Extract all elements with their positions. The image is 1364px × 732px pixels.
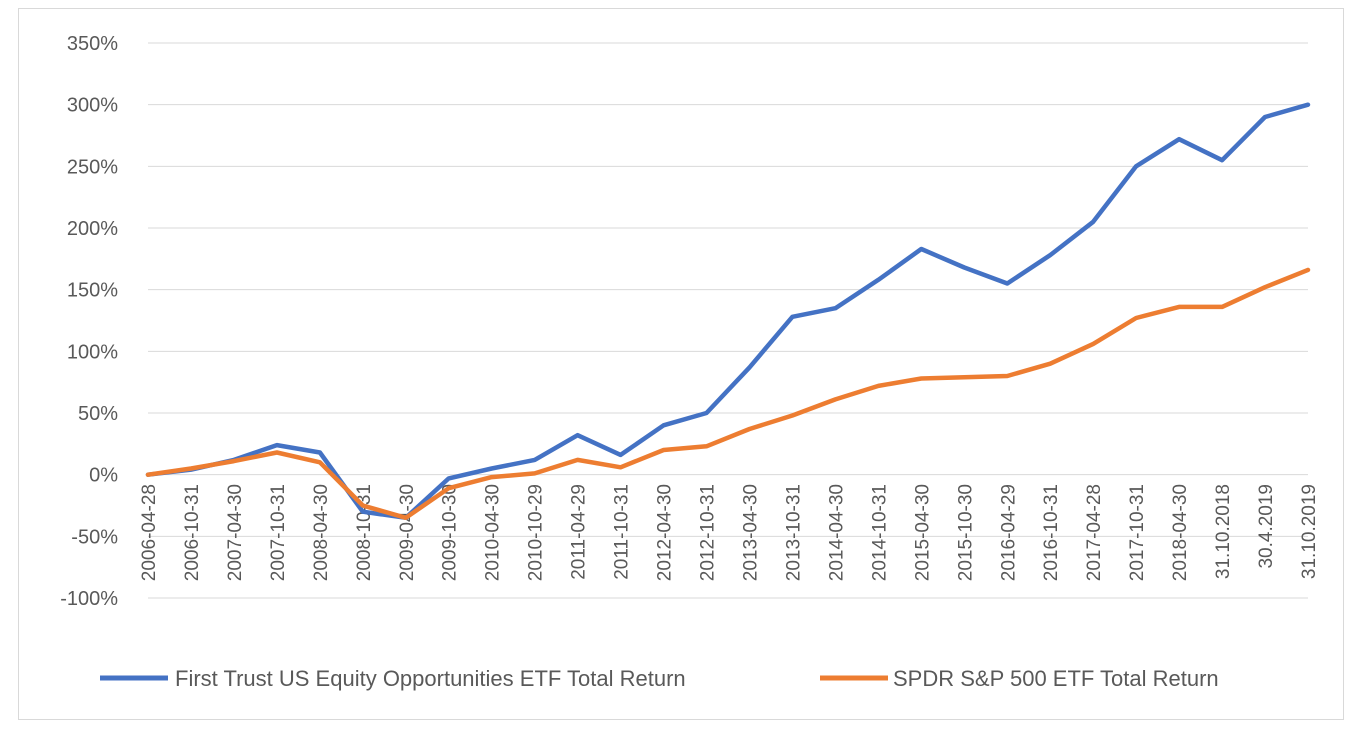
y-tick-label: 150%: [67, 280, 118, 302]
series-lines: [145, 102, 1311, 521]
legend-label-spdr: SPDR S&P 500 ETF Total Return: [893, 666, 1219, 691]
y-tick-label: 300%: [67, 95, 118, 117]
x-tick-label: 2011-04-29: [569, 484, 590, 580]
x-tick-label: 2016-10-31: [1041, 484, 1062, 581]
x-tick-label: 2007-10-31: [268, 484, 289, 581]
x-tick-label: 2007-04-30: [225, 484, 246, 581]
x-tick-label: 2012-10-31: [698, 484, 719, 581]
x-tick-labels: 2006-04-28 2006-10-31 2007-04-30 2007-10-31…: [139, 484, 1320, 581]
legend-label-first-trust: First Trust US Equity Opportunities ETF …: [175, 666, 686, 691]
chart-frame: [18, 8, 1344, 720]
y-tick-label: 100%: [67, 341, 118, 363]
x-tick-label: 2017-10-31: [1127, 484, 1148, 581]
x-tick-label: 2012-04-30: [655, 484, 676, 581]
x-tick-label: 31.10.2018: [1213, 484, 1234, 579]
y-tick-labels: -100% -50% 0% 50% 100% 150% 200% 250% 300% 350%: [60, 33, 118, 610]
x-tick-label: 2018-04-30: [1170, 484, 1191, 581]
x-tick-label: 2009-10-30: [440, 484, 461, 581]
x-tick-label: 2009-04-30: [397, 484, 418, 581]
y-tick-label: 350%: [67, 33, 118, 55]
x-tick-label: 2014-10-31: [869, 484, 890, 581]
y-tick-label: 50%: [78, 403, 118, 425]
x-tick-label: 2016-04-29: [998, 484, 1019, 581]
x-tick-label: 31.10.2019: [1299, 484, 1320, 579]
x-tick-label: 2015-04-30: [912, 484, 933, 581]
x-tick-label: 2006-04-28: [139, 484, 160, 581]
y-tick-label: -100%: [60, 588, 118, 610]
x-tick-label: 2014-04-30: [826, 484, 847, 581]
y-tick-label: 250%: [67, 156, 118, 178]
y-tick-label: 0%: [89, 465, 118, 487]
x-tick-label: 30.4.2019: [1256, 484, 1277, 569]
x-tick-label: 2013-04-30: [740, 484, 761, 581]
y-tick-label: 200%: [67, 218, 118, 240]
x-tick-label: 2015-10-30: [955, 484, 976, 581]
legend: First Trust US Equity Opportunities ETF …: [100, 666, 1219, 691]
x-tick-label: 2006-10-31: [182, 484, 203, 581]
x-tick-label: 2013-10-31: [783, 484, 804, 581]
x-tick-label: 2010-04-30: [483, 484, 504, 581]
x-tick-label: 2011-10-31: [612, 484, 633, 580]
x-tick-label: 2008-04-30: [311, 484, 332, 581]
y-tick-label: -50%: [71, 526, 118, 548]
x-tick-label: 2017-04-28: [1084, 484, 1105, 581]
series-line-spdr: [145, 267, 1311, 521]
gridlines: [148, 42, 1308, 599]
x-tick-label: 2010-10-29: [526, 484, 547, 581]
